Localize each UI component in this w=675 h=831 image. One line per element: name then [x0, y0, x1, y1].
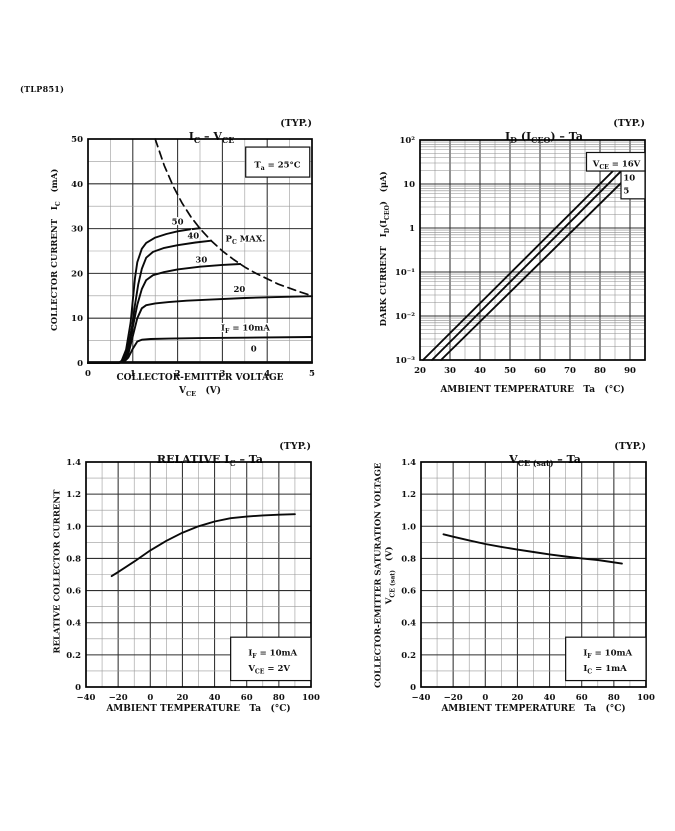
x-axis-label: AMBIENT TEMPERATURE Ta (°C): [441, 704, 626, 714]
svg-text:0.8: 0.8: [66, 554, 81, 564]
svg-text:IF = 10mA: IF = 10mA: [583, 649, 632, 661]
svg-text:IF = 10mA: IF = 10mA: [221, 324, 270, 336]
svg-text:80: 80: [273, 693, 285, 703]
svg-text:100: 100: [637, 693, 655, 703]
svg-text:VCE = 16V: VCE = 16V: [592, 159, 641, 171]
svg-text:0.2: 0.2: [66, 651, 81, 661]
svg-text:0.2: 0.2: [401, 651, 416, 661]
chart-title: IC – VCE: [188, 130, 235, 146]
svg-text:20: 20: [512, 693, 524, 703]
svg-text:10²: 10²: [399, 136, 415, 146]
svg-text:0: 0: [482, 693, 488, 703]
svg-text:10: 10: [71, 314, 83, 324]
svg-text:2: 2: [175, 369, 181, 379]
plot-area: IF = 10mA VCE = 2V 0 0.2 0.4 0.6 0.8 1.0 1.2 1.4 −…: [66, 458, 320, 703]
svg-text:5: 5: [623, 186, 629, 196]
chart-typ-label: (TYP.): [613, 118, 645, 129]
chart-typ-label: (TYP.): [280, 118, 312, 129]
svg-text:0.4: 0.4: [401, 619, 416, 629]
svg-text:1.4: 1.4: [66, 458, 81, 468]
svg-text:5: 5: [309, 369, 315, 379]
chart-typ-label: (TYP.): [614, 441, 646, 452]
svg-text:−20: −20: [109, 693, 128, 703]
svg-text:Ta = 25°C: Ta = 25°C: [254, 161, 300, 173]
svg-text:40: 40: [474, 366, 486, 376]
svg-text:80: 80: [608, 693, 620, 703]
svg-text:0: 0: [75, 683, 81, 693]
x-axis-label: AMBIENT TEMPERATURE Ta (°C): [106, 704, 291, 714]
svg-text:20: 20: [71, 269, 83, 279]
svg-text:1.2: 1.2: [401, 490, 416, 500]
svg-text:30: 30: [444, 366, 456, 376]
svg-text:1: 1: [409, 224, 415, 234]
chart-typ-label: (TYP.): [279, 441, 311, 452]
svg-text:IC = 1mA: IC = 1mA: [583, 664, 627, 676]
svg-text:10⁻³: 10⁻³: [395, 356, 415, 366]
svg-text:50: 50: [71, 135, 83, 145]
svg-text:40: 40: [544, 693, 556, 703]
svg-text:40: 40: [187, 231, 199, 241]
svg-text:0.4: 0.4: [66, 619, 81, 629]
svg-text:0.8: 0.8: [401, 554, 416, 564]
svg-text:4: 4: [264, 369, 270, 379]
svg-text:50: 50: [172, 218, 184, 228]
svg-text:3: 3: [219, 369, 225, 379]
svg-text:40: 40: [71, 180, 83, 190]
svg-text:1.4: 1.4: [401, 458, 416, 468]
svg-text:−20: −20: [444, 693, 463, 703]
chart-title-row: IC – VCE (TYP.): [88, 117, 312, 171]
svg-text:10⁻¹: 10⁻¹: [395, 268, 415, 278]
svg-text:1.2: 1.2: [66, 490, 81, 500]
svg-text:0: 0: [85, 369, 91, 379]
svg-text:30: 30: [71, 225, 83, 235]
svg-text:0.6: 0.6: [401, 587, 416, 597]
svg-text:60: 60: [576, 693, 588, 703]
svg-text:PC MAX.: PC MAX.: [226, 235, 266, 247]
plot-area: IF = 10mA IC = 1mA 0 0.2 0.4 0.6 0.8 1.0 1.2 1.4 −…: [401, 458, 655, 703]
svg-text:1: 1: [130, 369, 136, 379]
svg-text:60: 60: [534, 366, 546, 376]
svg-text:0.6: 0.6: [66, 587, 81, 597]
svg-text:0: 0: [410, 683, 416, 693]
svg-text:40: 40: [209, 693, 221, 703]
svg-text:20: 20: [414, 366, 426, 376]
svg-text:1.0: 1.0: [66, 522, 81, 532]
svg-text:80: 80: [594, 366, 606, 376]
svg-text:10: 10: [623, 174, 635, 184]
svg-text:−40: −40: [77, 693, 96, 703]
svg-text:30: 30: [195, 256, 207, 266]
svg-text:10: 10: [403, 180, 415, 190]
svg-text:0: 0: [147, 693, 153, 703]
svg-text:70: 70: [564, 366, 576, 376]
svg-text:50: 50: [504, 366, 516, 376]
part-number-label: (TLP851): [20, 84, 65, 94]
svg-text:0: 0: [77, 359, 83, 369]
svg-text:−40: −40: [412, 693, 431, 703]
svg-text:VCE = 2V: VCE = 2V: [247, 664, 290, 676]
svg-text:1.0: 1.0: [401, 522, 416, 532]
svg-text:20: 20: [177, 693, 189, 703]
svg-text:100: 100: [302, 693, 320, 703]
svg-text:10⁻²: 10⁻²: [395, 312, 415, 322]
plot-area: VCE = 16V 10 5 10² 10 1 10⁻¹ 10⁻² 10⁻³20 30 40 50 60…: [395, 136, 646, 376]
svg-text:20: 20: [234, 285, 246, 295]
x-axis-label: AMBIENT TEMPERATURE Ta (°C): [440, 385, 625, 395]
svg-text:0: 0: [251, 344, 257, 354]
svg-text:60: 60: [241, 693, 253, 703]
svg-text:90: 90: [624, 366, 636, 376]
x-axis-label: COLLECTOR-EMITTER VOLTAGE VCE (V): [116, 373, 284, 398]
svg-text:IF = 10mA: IF = 10mA: [248, 649, 297, 661]
